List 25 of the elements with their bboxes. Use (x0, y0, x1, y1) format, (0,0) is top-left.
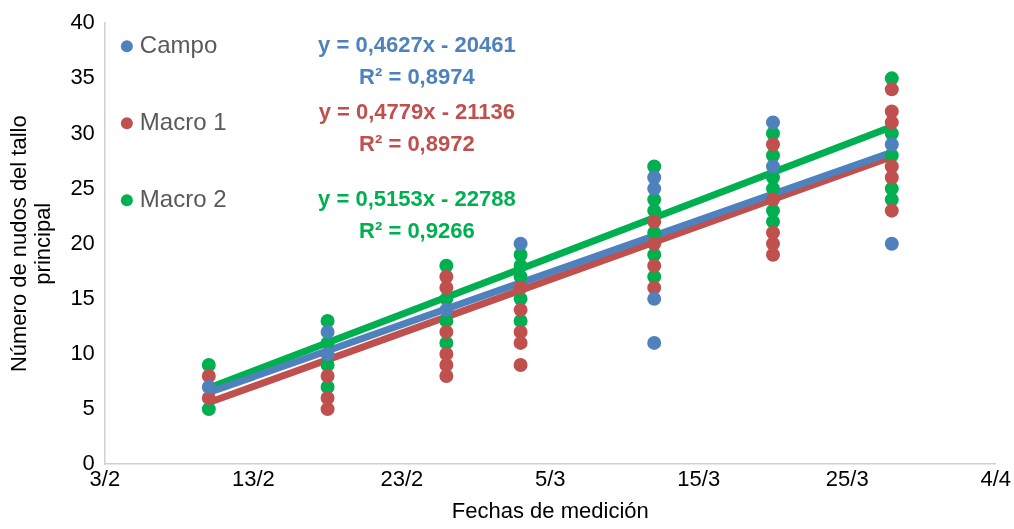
annotation: R² = 0,8972 (359, 131, 475, 157)
y-tick-label: 20 (70, 229, 95, 255)
y-tick-label: 25 (70, 174, 95, 200)
y-tick-label: 15 (70, 284, 95, 310)
annotation: y = 0,4627x - 20461 (318, 32, 516, 58)
x-tick-label: 5/3 (534, 466, 566, 492)
x-tick-label: 25/3 (825, 466, 869, 492)
annotation: y = 0,5153x - 22788 (318, 186, 516, 212)
legend-label: Macro 1 (139, 107, 227, 135)
y-axis-title: Número de nudos del tallo principal (6, 115, 56, 373)
x-tick-label: 4/4 (980, 466, 1012, 492)
y-tick-label: 30 (70, 119, 95, 145)
y-tick-label: 35 (70, 64, 95, 90)
y-tick-label: 5 (82, 395, 95, 421)
y-tick-label: 40 (70, 9, 95, 35)
y-tick-label: 10 (70, 340, 95, 366)
legend-label: Campo (139, 30, 218, 58)
annotation: y = 0,4779x - 21136 (318, 99, 516, 125)
annotation: R² = 0,9266 (359, 218, 475, 244)
annotation: R² = 0,8974 (359, 64, 476, 90)
x-tick-label: 13/2 (231, 466, 275, 492)
x-tick-label: 15/3 (677, 466, 721, 492)
legend-label: Macro 2 (139, 184, 227, 212)
x-axis-title: Fechas de medición (451, 497, 649, 523)
x-tick-label: 23/2 (380, 466, 424, 492)
